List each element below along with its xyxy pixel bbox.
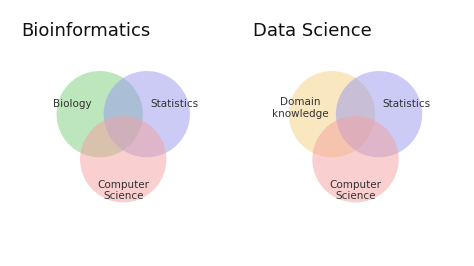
Text: Computer
Science: Computer Science [329,180,382,201]
Circle shape [289,71,375,157]
Text: Statistics: Statistics [150,99,198,109]
Circle shape [312,116,399,202]
Circle shape [336,71,422,157]
Text: Biology: Biology [53,99,91,109]
Circle shape [104,71,190,157]
Text: Statistics: Statistics [383,99,430,109]
Text: Domain
knowledge: Domain knowledge [272,97,329,119]
Circle shape [80,116,166,202]
Circle shape [56,71,143,157]
Text: Computer
Science: Computer Science [97,180,149,201]
Text: Bioinformatics: Bioinformatics [21,22,150,40]
Text: Data Science: Data Science [253,22,372,40]
